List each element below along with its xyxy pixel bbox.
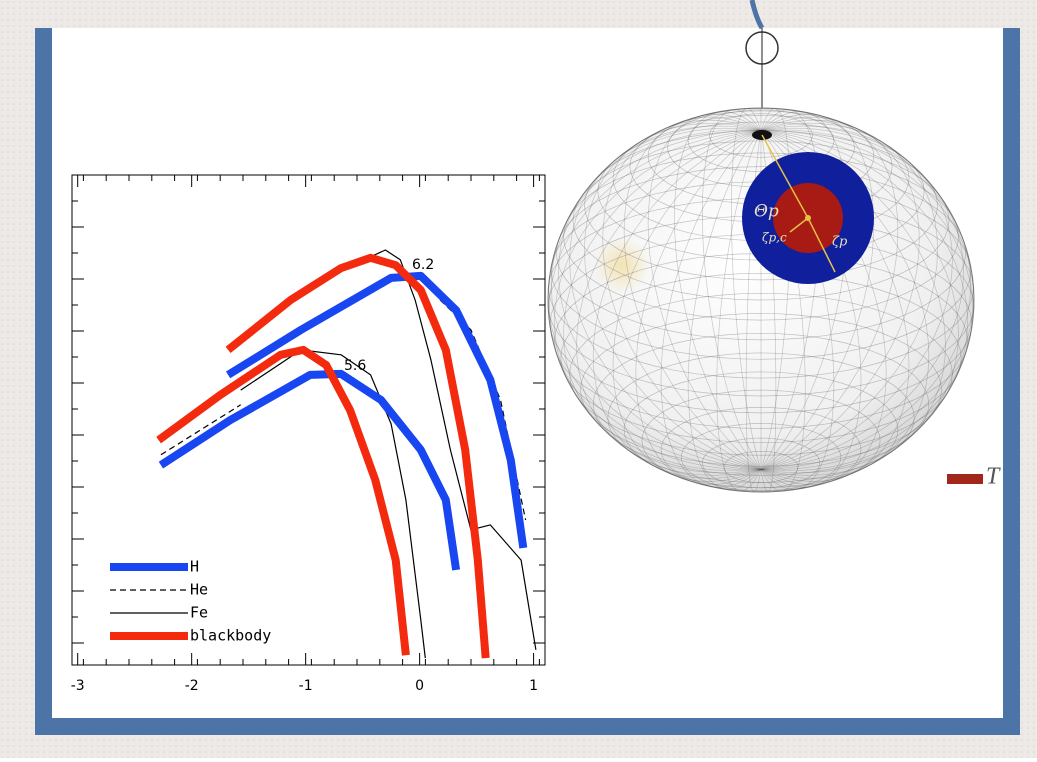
longitude-line xyxy=(576,130,762,476)
latitude-line xyxy=(547,215,975,397)
longitude-line xyxy=(548,130,762,471)
legend-label: blackbody xyxy=(190,627,271,645)
latitude-line xyxy=(687,109,835,172)
latitude-line xyxy=(623,371,899,489)
longitude-line xyxy=(760,130,975,470)
longitude-line xyxy=(760,116,899,470)
latitude-line xyxy=(584,130,938,281)
longitude-line xyxy=(760,113,875,470)
longitude-line xyxy=(716,130,762,492)
longitude-line xyxy=(760,129,972,470)
x-tick-label: -3 xyxy=(71,678,85,694)
chart: -3 -2 -1 0 1 6.2 5.6 H He Fe blackbody xyxy=(71,174,546,694)
zeta-c-line xyxy=(789,217,809,233)
longitude-line xyxy=(569,125,762,470)
longitude-line xyxy=(563,130,762,474)
longitude-line xyxy=(760,119,920,470)
latitude-line xyxy=(549,233,973,414)
latitude-line xyxy=(580,313,942,467)
longitude-line xyxy=(687,130,762,490)
longitude-line xyxy=(760,130,974,471)
latitude-line xyxy=(701,437,821,489)
latitude-line xyxy=(572,140,950,301)
longitude-line xyxy=(647,113,762,470)
longitude-line xyxy=(550,129,762,470)
longitude-line xyxy=(760,127,964,470)
latitude-line xyxy=(555,166,967,341)
latitude-line xyxy=(723,450,799,483)
latitude-line xyxy=(553,253,969,429)
x-tick-label: -1 xyxy=(299,678,313,694)
x-tick-label: 1 xyxy=(529,678,538,694)
longitude-line xyxy=(602,119,762,470)
latitude-line xyxy=(592,332,930,476)
longitude-line xyxy=(612,130,762,482)
latitude-line xyxy=(569,292,953,456)
longitude-line xyxy=(547,130,762,470)
plot-frame xyxy=(71,174,546,666)
hot-spot: Θp ζp,c ζp xyxy=(742,134,874,284)
longitude-line xyxy=(701,109,762,470)
annotation: 6.2 xyxy=(412,257,434,273)
longitude-line xyxy=(623,116,762,470)
x-tick-label: 0 xyxy=(415,678,424,694)
faint-spot xyxy=(594,237,650,293)
latitude-line xyxy=(660,407,862,493)
latitude-line xyxy=(550,181,972,360)
latitude-line xyxy=(709,113,813,158)
x-tick-label: -2 xyxy=(185,678,199,694)
longitude-line xyxy=(558,127,762,470)
latitude-line xyxy=(560,272,962,444)
longitude-line xyxy=(731,108,762,470)
series-line xyxy=(158,271,528,571)
latitude-line xyxy=(548,197,974,379)
longitude-line xyxy=(553,130,762,472)
theta-line xyxy=(761,134,809,219)
side-text: T xyxy=(986,464,1001,490)
longitude-line xyxy=(592,130,762,479)
latitude-line xyxy=(563,152,959,321)
side-marker xyxy=(947,474,983,484)
longitude-line xyxy=(660,130,762,488)
longitude-line xyxy=(760,125,953,470)
series-line xyxy=(156,253,490,659)
frame-tail xyxy=(749,0,765,30)
legend-label: Fe xyxy=(190,604,208,622)
longitude-line xyxy=(635,130,762,485)
longitude-line xyxy=(584,122,762,470)
latitude-line xyxy=(641,389,881,492)
latitude-line xyxy=(607,352,915,483)
zeta-c-label: ζp,c xyxy=(762,231,787,245)
longitude-line xyxy=(760,130,959,474)
longitude-line xyxy=(760,130,969,472)
legend-label: He xyxy=(190,581,208,599)
latitude-line xyxy=(680,423,842,492)
annotation: 5.6 xyxy=(344,358,366,374)
zeta-label: ζp xyxy=(832,235,848,250)
longitude-line xyxy=(674,111,762,470)
zeta-line xyxy=(807,217,836,273)
spot-center xyxy=(805,215,811,221)
legend-label: H xyxy=(190,558,199,576)
theta-label: Θp xyxy=(754,202,779,222)
longitude-line xyxy=(760,122,938,470)
